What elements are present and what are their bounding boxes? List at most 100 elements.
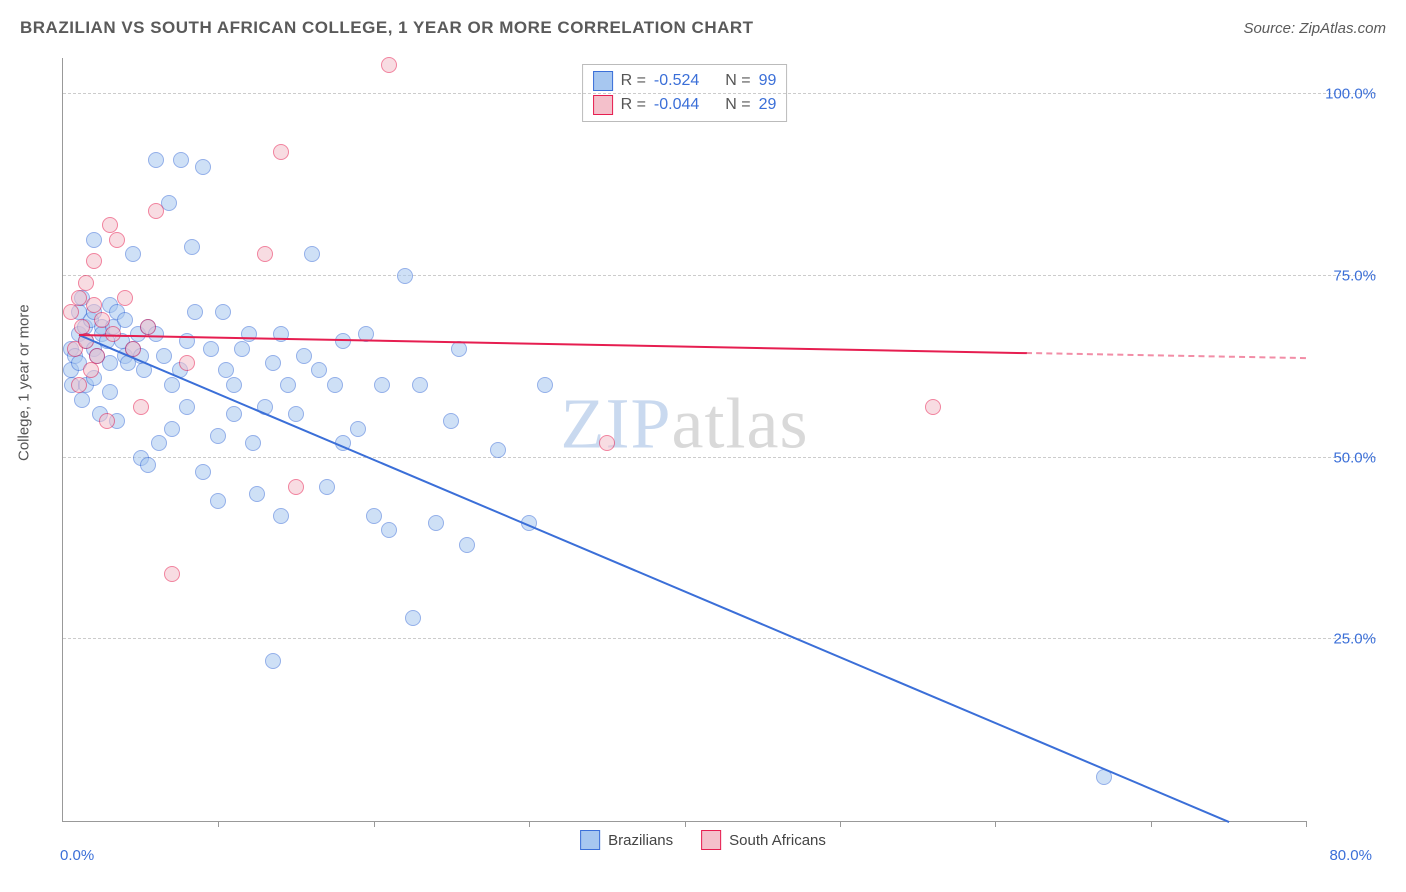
y-tick-label: 50.0% bbox=[1316, 449, 1376, 466]
data-point bbox=[117, 312, 133, 328]
data-point bbox=[125, 246, 141, 262]
data-point bbox=[184, 239, 200, 255]
data-point bbox=[381, 57, 397, 73]
data-point bbox=[86, 232, 102, 248]
data-point bbox=[140, 457, 156, 473]
x-tick bbox=[1306, 821, 1307, 827]
data-point bbox=[319, 479, 335, 495]
y-tick-label: 75.0% bbox=[1316, 268, 1376, 285]
x-axis-label-max: 80.0% bbox=[1329, 847, 1372, 864]
x-axis-label-min: 0.0% bbox=[60, 847, 94, 864]
data-point bbox=[164, 377, 180, 393]
watermark-atlas: atlas bbox=[672, 384, 809, 464]
data-point bbox=[249, 486, 265, 502]
data-point bbox=[288, 479, 304, 495]
x-tick bbox=[529, 821, 530, 827]
legend-swatch bbox=[701, 830, 721, 850]
data-point bbox=[99, 413, 115, 429]
data-point bbox=[71, 377, 87, 393]
stat-r-label: R = bbox=[621, 93, 646, 117]
data-point bbox=[241, 326, 257, 342]
watermark-zip: ZIP bbox=[561, 384, 672, 464]
data-point bbox=[109, 232, 125, 248]
data-point bbox=[210, 428, 226, 444]
statbox-row: R = -0.524 N = 99 bbox=[593, 69, 777, 93]
chart-header: BRAZILIAN VS SOUTH AFRICAN COLLEGE, 1 YE… bbox=[20, 18, 1386, 38]
data-point bbox=[63, 304, 79, 320]
data-point bbox=[148, 152, 164, 168]
data-point bbox=[490, 442, 506, 458]
data-point bbox=[335, 333, 351, 349]
data-point bbox=[265, 653, 281, 669]
data-point bbox=[179, 399, 195, 415]
data-point bbox=[210, 493, 226, 509]
series-swatch bbox=[593, 95, 613, 115]
data-point bbox=[273, 144, 289, 160]
data-point bbox=[288, 406, 304, 422]
data-point bbox=[925, 399, 941, 415]
data-point bbox=[311, 362, 327, 378]
data-point bbox=[443, 413, 459, 429]
trendline-extrapolated bbox=[1026, 352, 1306, 359]
data-point bbox=[537, 377, 553, 393]
trendline bbox=[78, 334, 1229, 823]
plot-area: ZIPatlas R =-0.524N =99R =-0.044N =29 25… bbox=[62, 58, 1306, 822]
data-point bbox=[245, 435, 261, 451]
data-point bbox=[296, 348, 312, 364]
data-point bbox=[218, 362, 234, 378]
statbox-row: R =-0.044N =29 bbox=[593, 93, 777, 117]
data-point bbox=[86, 253, 102, 269]
x-tick bbox=[995, 821, 996, 827]
stat-n-label: N = bbox=[725, 93, 750, 117]
data-point bbox=[215, 304, 231, 320]
data-point bbox=[74, 392, 90, 408]
data-point bbox=[195, 464, 211, 480]
data-point bbox=[164, 566, 180, 582]
legend-label: Brazilians bbox=[608, 832, 673, 849]
data-point bbox=[428, 515, 444, 531]
data-point bbox=[173, 152, 189, 168]
gridline bbox=[63, 638, 1376, 639]
legend-swatch bbox=[580, 830, 600, 850]
data-point bbox=[133, 399, 149, 415]
data-point bbox=[71, 290, 87, 306]
series-swatch bbox=[593, 71, 613, 91]
stat-r-value: -0.524 bbox=[654, 69, 699, 93]
data-point bbox=[140, 319, 156, 335]
data-point bbox=[273, 508, 289, 524]
x-tick bbox=[1151, 821, 1152, 827]
x-tick bbox=[840, 821, 841, 827]
watermark: ZIPatlas bbox=[561, 383, 809, 466]
stat-n-label: N = bbox=[725, 69, 750, 93]
x-tick bbox=[685, 821, 686, 827]
data-point bbox=[459, 537, 475, 553]
data-point bbox=[374, 377, 390, 393]
stat-r-label: R = bbox=[621, 69, 646, 93]
data-point bbox=[381, 522, 397, 538]
data-point bbox=[350, 421, 366, 437]
data-point bbox=[102, 217, 118, 233]
data-point bbox=[226, 406, 242, 422]
legend: Brazilians South Africans bbox=[580, 830, 826, 850]
data-point bbox=[226, 377, 242, 393]
data-point bbox=[203, 341, 219, 357]
chart-title: BRAZILIAN VS SOUTH AFRICAN COLLEGE, 1 YE… bbox=[20, 18, 754, 38]
legend-label: South Africans bbox=[729, 832, 826, 849]
data-point bbox=[102, 384, 118, 400]
x-tick bbox=[374, 821, 375, 827]
stat-n-value: 99 bbox=[759, 69, 777, 93]
data-point bbox=[148, 203, 164, 219]
data-point bbox=[179, 355, 195, 371]
data-point bbox=[94, 312, 110, 328]
y-tick-label: 100.0% bbox=[1316, 86, 1376, 103]
y-tick-label: 25.0% bbox=[1316, 631, 1376, 648]
trendline bbox=[79, 334, 1027, 354]
y-axis-title: College, 1 year or more bbox=[16, 304, 33, 461]
legend-item: Brazilians bbox=[580, 830, 673, 850]
data-point bbox=[195, 159, 211, 175]
data-point bbox=[397, 268, 413, 284]
data-point bbox=[257, 246, 273, 262]
data-point bbox=[117, 290, 133, 306]
data-point bbox=[156, 348, 172, 364]
gridline bbox=[63, 457, 1376, 458]
